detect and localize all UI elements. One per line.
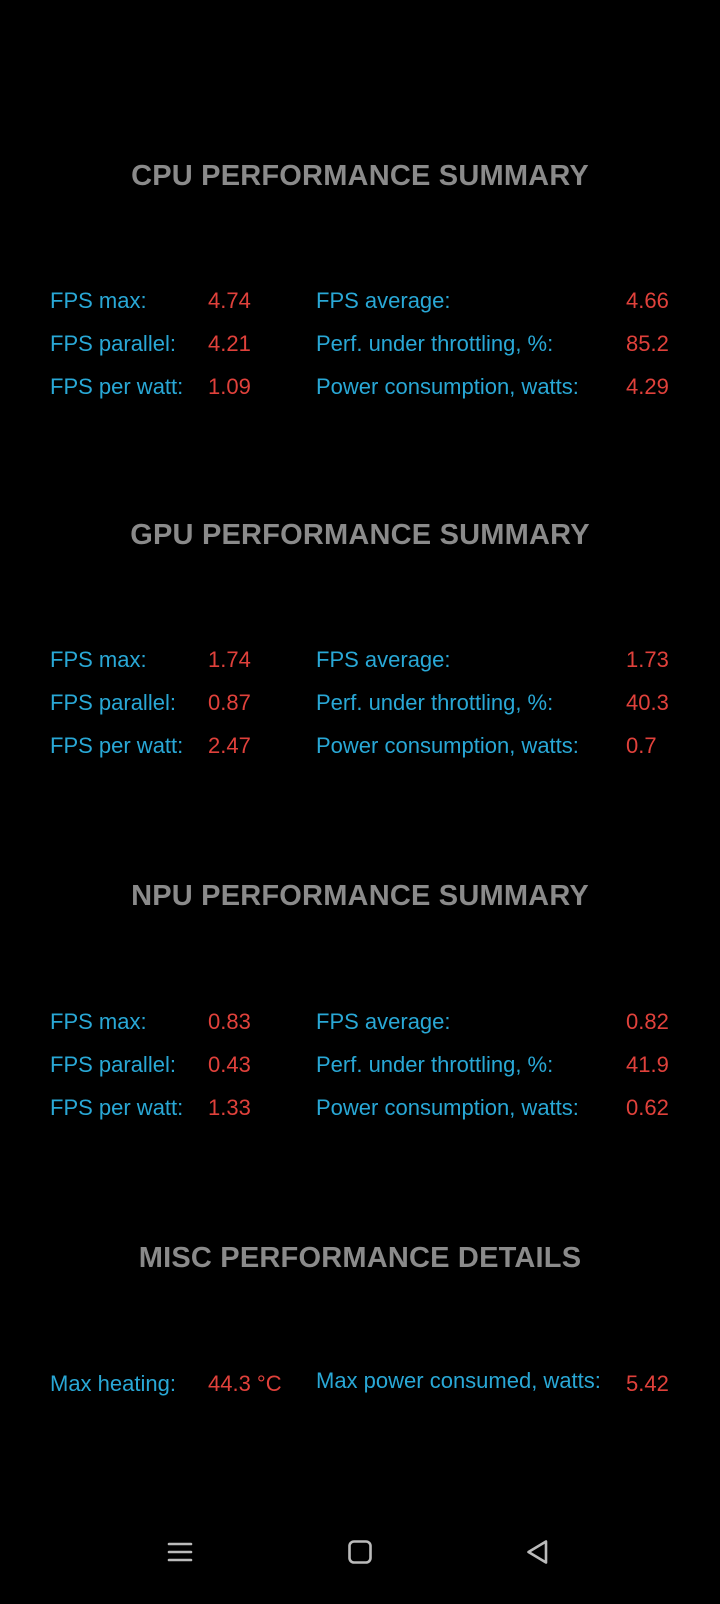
stat-label: Max heating: (50, 1371, 176, 1396)
section-title: GPU PERFORMANCE SUMMARY (130, 519, 590, 551)
stat-label: Perf. under throttling, %: (316, 331, 554, 356)
stat-value: 0.62 (626, 1095, 669, 1120)
stat-label: FPS per watt: (50, 733, 184, 758)
stat-row: FPS parallel: 4.21 Perf. under throttlin… (0, 327, 720, 361)
stat-label: FPS parallel: (50, 690, 176, 715)
stat-value: 0.43 (208, 1052, 251, 1077)
stat-label: FPS average: (316, 647, 451, 672)
system-navigation-bar (0, 1520, 720, 1600)
stat-label: Power consumption, watts: (316, 1095, 579, 1120)
section-title: MISC PERFORMANCE DETAILS (138, 1242, 582, 1274)
stat-label: FPS per watt: (50, 1095, 184, 1120)
stat-label-clipped: Max power consumed, watts: (316, 1368, 601, 1393)
stat-label: FPS max: (50, 1009, 147, 1034)
stat-label: FPS max: (50, 288, 147, 313)
stat-value: 2.47 (208, 733, 251, 758)
stat-value: 0.7 (626, 733, 657, 758)
section-title: NPU PERFORMANCE SUMMARY (131, 880, 589, 912)
stat-row: FPS max: 1.74 FPS average: 1.73 (0, 643, 720, 677)
stat-row: FPS parallel: 0.87 Perf. under throttlin… (0, 686, 720, 720)
section-title: CPU PERFORMANCE SUMMARY (131, 160, 589, 192)
stat-value: 1.09 (208, 374, 251, 399)
stat-value: 4.74 (208, 288, 251, 313)
stat-label: FPS per watt: (50, 374, 184, 399)
stat-row: FPS parallel: 0.43 Perf. under throttlin… (0, 1048, 720, 1082)
menu-icon (166, 1538, 194, 1571)
stat-row: FPS per watt: 1.09 Power consumption, wa… (0, 370, 720, 404)
menu-button[interactable] (158, 1532, 202, 1576)
stat-row: FPS per watt: 1.33 Power consumption, wa… (0, 1091, 720, 1125)
stat-label: FPS parallel: (50, 331, 176, 356)
stat-row: Max heating: 44.3 °C 5.42 (0, 1367, 720, 1401)
stat-label: FPS average: (316, 1009, 451, 1034)
stat-label: FPS average: (316, 288, 451, 313)
home-icon (346, 1538, 374, 1571)
stat-label: Perf. under throttling, %: (316, 1052, 554, 1077)
stat-value: 0.87 (208, 690, 251, 715)
stat-value: 40.3 (626, 690, 669, 715)
stat-value: 4.66 (626, 288, 669, 313)
stat-value: 4.29 (626, 374, 669, 399)
stat-value: 41.9 (626, 1052, 669, 1077)
stat-value: 4.21 (208, 331, 251, 356)
back-icon (524, 1538, 552, 1571)
stat-row: FPS max: 0.83 FPS average: 0.82 (0, 1005, 720, 1039)
stat-label: FPS max: (50, 647, 147, 672)
stat-value: 0.82 (626, 1009, 669, 1034)
stat-value: 0.83 (208, 1009, 251, 1034)
stat-value: 5.42 (626, 1371, 669, 1396)
home-button[interactable] (338, 1532, 382, 1576)
stat-value: 85.2 (626, 331, 669, 356)
stat-value: 1.74 (208, 647, 251, 672)
stat-row: FPS max: 4.74 FPS average: 4.66 (0, 284, 720, 318)
stat-value: 1.73 (626, 647, 669, 672)
stat-row: FPS per watt: 2.47 Power consumption, wa… (0, 729, 720, 763)
back-button[interactable] (516, 1532, 560, 1576)
stat-value: 1.33 (208, 1095, 251, 1120)
stat-label: Power consumption, watts: (316, 733, 579, 758)
stat-label: Perf. under throttling, %: (316, 690, 554, 715)
stat-label: FPS parallel: (50, 1052, 176, 1077)
stat-value: 44.3 °C (208, 1371, 282, 1396)
stat-label: Power consumption, watts: (316, 374, 579, 399)
